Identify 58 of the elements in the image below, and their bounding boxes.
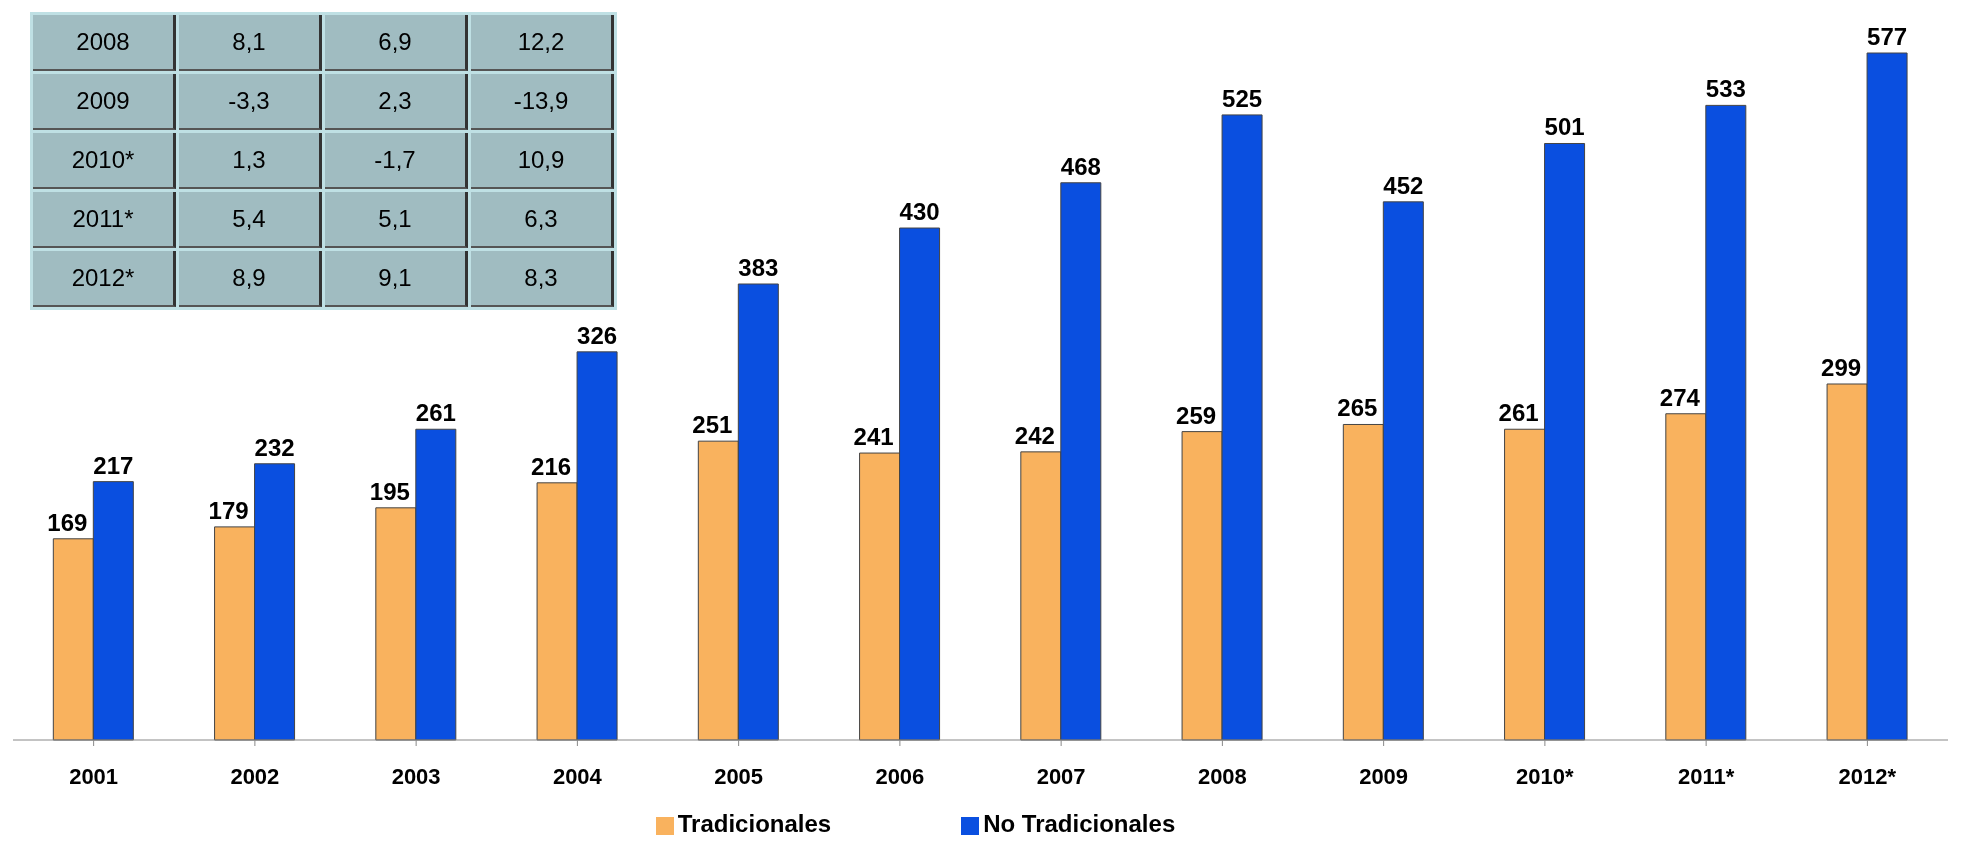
data-label: 261 xyxy=(1498,399,1539,427)
data-label: 251 xyxy=(692,411,733,439)
annotation: 8,9 xyxy=(179,251,322,307)
annotation: -3,3 xyxy=(179,74,322,130)
annotation: 2,3 xyxy=(325,74,468,130)
annotation: 12,2 xyxy=(471,15,614,71)
annotation: 1,3 xyxy=(179,133,322,189)
x-tick-label: 2010* xyxy=(1516,763,1575,789)
data-label: 169 xyxy=(47,508,88,536)
legend-label: No Tradicionales xyxy=(983,810,1176,837)
data-label: 274 xyxy=(1659,383,1701,411)
annotation: 5,4 xyxy=(179,192,322,248)
data-label: 217 xyxy=(93,451,134,479)
annotation: 2009 xyxy=(33,74,176,130)
data-label: 525 xyxy=(1222,84,1263,112)
x-tick-label: 2008 xyxy=(1197,763,1247,789)
annotation: 2008 xyxy=(33,15,176,71)
data-label: 299 xyxy=(1821,354,1862,381)
x-tick-label: 2011* xyxy=(1677,763,1735,789)
annotation: 10,9 xyxy=(471,133,614,189)
annotation: 9,1 xyxy=(325,251,468,307)
data-label: 501 xyxy=(1544,113,1585,141)
data-label: 577 xyxy=(1867,23,1908,50)
data-label: 179 xyxy=(208,496,249,524)
data-label: 468 xyxy=(1060,152,1101,180)
annotation: 2010* xyxy=(33,133,176,189)
x-tick-label: 2001 xyxy=(69,763,119,789)
data-label: 452 xyxy=(1383,171,1424,199)
data-label: 261 xyxy=(415,399,456,427)
data-label: 241 xyxy=(853,423,894,451)
annotation: 6,3 xyxy=(471,192,614,248)
data-label: 195 xyxy=(369,477,410,505)
legend-label: Tradicionales xyxy=(677,810,832,837)
annotation: 2011* xyxy=(33,192,176,248)
data-label: 533 xyxy=(1705,75,1746,103)
data-label: 265 xyxy=(1337,394,1378,422)
annotation: 5,1 xyxy=(325,192,468,248)
annotation: 2012* xyxy=(33,251,176,307)
x-tick-label: 2009 xyxy=(1359,763,1409,789)
annotation: 8,3 xyxy=(471,251,614,307)
data-label: 242 xyxy=(1014,421,1055,449)
data-label: 383 xyxy=(738,253,779,281)
annotation: -13,9 xyxy=(471,74,614,130)
annotation: -1,7 xyxy=(325,133,468,189)
data-label: 259 xyxy=(1176,401,1217,429)
x-tick-label: 2012* xyxy=(1838,763,1897,789)
data-label: 430 xyxy=(899,198,940,226)
x-tick-label: 2004 xyxy=(552,763,603,789)
x-tick-label: 2005 xyxy=(714,763,764,789)
x-tick-label: 2002 xyxy=(230,763,280,789)
x-tick-label: 2007 xyxy=(1036,763,1086,789)
annotation: 8,1 xyxy=(179,15,322,71)
data-label: 232 xyxy=(254,433,295,461)
x-tick-label: 2003 xyxy=(391,763,441,789)
x-tick-label: 2006 xyxy=(875,763,925,789)
data-label: 216 xyxy=(531,452,572,480)
annotation: 6,9 xyxy=(325,15,468,71)
data-label: 326 xyxy=(577,321,618,349)
